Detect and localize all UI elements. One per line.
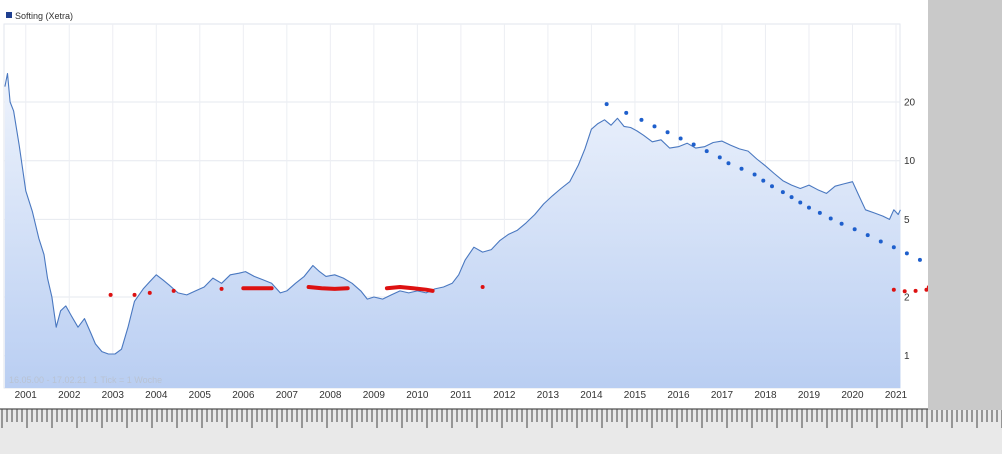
x-tick-label: 2014 — [580, 390, 603, 401]
footnote: 16.05.00 - 17.02.21 1 Tick = 1 Woche — [9, 375, 162, 385]
blue-dot — [852, 227, 857, 232]
blue-dot — [780, 190, 785, 195]
red-dot — [902, 289, 907, 294]
red-dot — [480, 285, 485, 290]
blue-dot — [726, 161, 731, 166]
blue-dot — [739, 166, 744, 171]
red-dot — [913, 288, 918, 293]
blue-dot — [878, 239, 883, 244]
price-line — [4, 72, 901, 355]
x-tick-label: 2005 — [189, 390, 212, 401]
blue-dot — [839, 221, 844, 226]
red-dot — [924, 287, 929, 292]
blue-dot — [806, 205, 811, 210]
blue-dot — [704, 149, 709, 154]
x-tick-label: 2020 — [841, 390, 864, 401]
x-tick-label: 2011 — [450, 390, 472, 401]
blue-dot — [904, 251, 909, 256]
x-tick-label: 2013 — [537, 390, 560, 401]
x-tick-label: 2017 — [711, 390, 734, 401]
x-tick-label: 2010 — [406, 390, 429, 401]
blue-dot — [891, 245, 896, 250]
blue-dot — [917, 257, 922, 262]
x-tick-label: 2002 — [58, 390, 81, 401]
footnote-range: 16.05.00 - 17.02.21 — [9, 375, 87, 385]
x-tick-label: 2021 — [885, 390, 908, 401]
x-tick-label: 2003 — [102, 390, 125, 401]
y-axis: 1 2 5 10 20 — [904, 98, 916, 363]
blue-dot — [789, 195, 794, 200]
blue-dot — [828, 216, 833, 221]
x-tick-label: 2015 — [624, 390, 647, 401]
blue-dot — [678, 136, 683, 141]
y-tick-label: 1 — [904, 351, 910, 362]
x-tick-label: 2009 — [363, 390, 386, 401]
legend: Softing (Xetra) — [6, 11, 73, 21]
red-dot — [891, 287, 896, 292]
blue-dot — [652, 124, 657, 129]
x-tick-label: 2004 — [145, 390, 168, 401]
blue-dot — [752, 172, 757, 177]
x-tick-label: 2019 — [798, 390, 821, 401]
legend-label: Softing (Xetra) — [15, 11, 73, 21]
x-tick-label: 2007 — [276, 390, 299, 401]
red-dot — [219, 286, 224, 291]
blue-dot — [665, 130, 670, 135]
blue-dot — [624, 110, 629, 115]
footnote-tick: 1 Tick = 1 Woche — [93, 375, 162, 385]
blue-dot — [798, 200, 803, 205]
red-dot — [171, 288, 176, 293]
price-series — [4, 72, 901, 355]
y-tick-label: 5 — [904, 215, 910, 226]
blue-dot — [865, 233, 870, 238]
blue-dot — [717, 155, 722, 160]
y-tick-label: 2 — [904, 293, 910, 304]
x-axis: 2001 2002 2003 2004 2005 2006 2007 2008 2009 2010… — [0, 390, 1002, 454]
blue-dot — [761, 178, 766, 183]
blue-dot — [604, 102, 609, 107]
x-tick-label: 2006 — [232, 390, 255, 401]
x-tick-label: 2008 — [319, 390, 342, 401]
side-panel — [928, 0, 1002, 410]
red-dot — [147, 290, 152, 295]
x-tick-label: 2012 — [493, 390, 516, 401]
red-stroke — [306, 285, 350, 291]
red-stroke — [384, 285, 435, 293]
price-area-fill — [4, 73, 901, 388]
x-tick-label: 2018 — [754, 390, 777, 401]
price-area — [4, 73, 901, 388]
red-dot — [108, 292, 113, 297]
y-tick-label: 20 — [904, 98, 916, 109]
legend-swatch — [6, 12, 12, 18]
y-tick-label: 10 — [904, 156, 916, 167]
blue-dot — [691, 142, 696, 147]
x-tick-label: 2016 — [667, 390, 690, 401]
blue-dot — [817, 210, 822, 215]
blue-dot — [639, 117, 644, 122]
blue-dot — [769, 184, 774, 189]
red-dot — [132, 292, 137, 297]
x-tick-label: 2001 — [15, 390, 38, 401]
